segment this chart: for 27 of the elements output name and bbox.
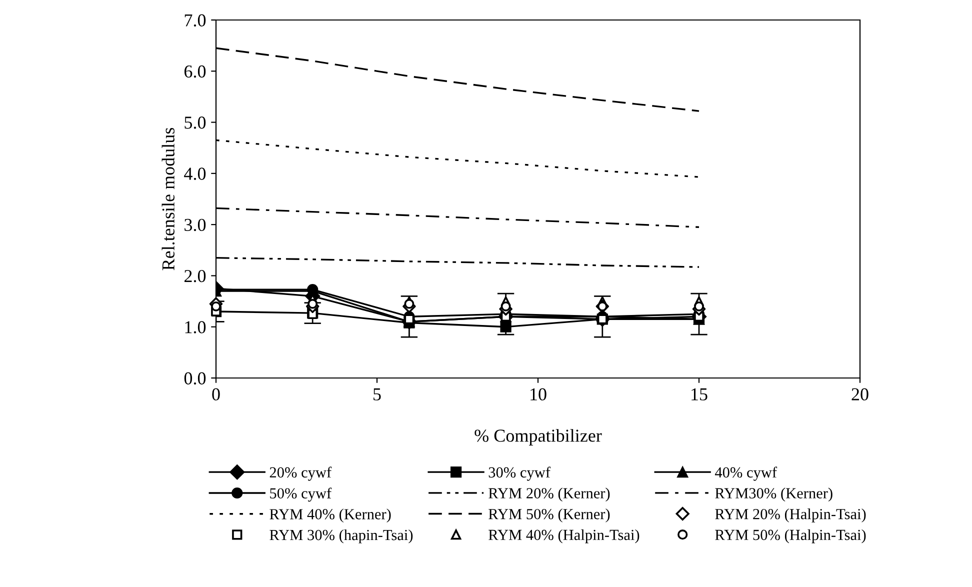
y-tick-label: 5.0 — [184, 116, 206, 129]
legend-label: 20% cywf — [270, 466, 332, 481]
legend-label: RYM 40% (Halpin-Tsai) — [488, 529, 640, 544]
x-tick-label: 5 — [374, 388, 381, 400]
y-tick-label: 2.0 — [184, 270, 206, 282]
x-axis-title: % Compatibilizer — [474, 429, 602, 446]
legend-label: RYM 20% (Halpin-Tsai) — [715, 508, 866, 522]
y-axis-title: Rel.tensile modulus — [162, 128, 175, 270]
legend-label: 50% cywf — [270, 488, 332, 502]
y-tick-label: 3.0 — [184, 218, 206, 232]
y-tick-label: 7.0 — [184, 14, 206, 27]
legend-label: RYM 50% (Kerner) — [488, 508, 610, 522]
legend-label: RYM30% (Kerner) — [715, 488, 832, 502]
legend-label: RYM 50% (Halpin-Tsai) — [715, 529, 866, 544]
legend-label: RYM 30% (hapin-Tsai) — [270, 529, 413, 544]
x-tick-label: 20 — [852, 388, 868, 400]
legend-label: RYM 40% (Kerner) — [270, 508, 391, 522]
x-tick-label: 0 — [212, 388, 220, 400]
legend-label: 30% cywf — [488, 466, 550, 481]
x-tick-label: 15 — [692, 388, 708, 400]
y-tick-label: 0.0 — [184, 372, 206, 385]
y-tick-label: 1.0 — [185, 321, 206, 334]
y-tick-label: 6.0 — [184, 65, 206, 78]
y-tick-label: 4.0 — [184, 168, 206, 180]
legend-label: RYM 20% (Kerner) — [488, 488, 610, 502]
legend-label: 40% cywf — [714, 466, 778, 481]
x-tick-label: 10 — [530, 388, 546, 400]
